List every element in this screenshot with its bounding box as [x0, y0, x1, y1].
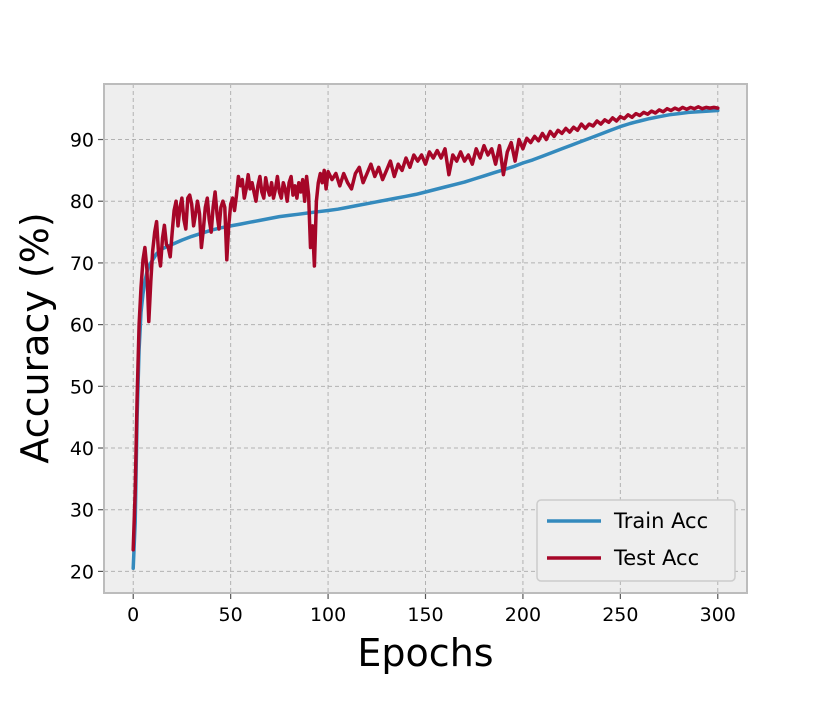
x-tick-label-0: 0: [127, 604, 139, 626]
axis-ticks: 0 50 100 150 200 250 300 20 30 40 50 60 70 80 90: [70, 130, 736, 626]
grid-lines: [104, 84, 747, 593]
legend-label-test-acc: Test Acc: [613, 546, 699, 570]
legend-label-train-acc: Train Acc: [613, 509, 708, 533]
y-tick-label-30: 30: [70, 500, 94, 522]
y-tick-label-60: 60: [70, 315, 94, 337]
x-tick-label-200: 200: [505, 604, 541, 626]
x-tick-label-50: 50: [219, 604, 243, 626]
x-tick-label-100: 100: [310, 604, 346, 626]
y-axis-title: Accuracy (%): [13, 212, 57, 463]
plot-frame: [103, 83, 748, 594]
y-tick-label-50: 50: [70, 376, 94, 398]
series-line-train-acc: [131, 108, 720, 571]
y-tick-label-70: 70: [70, 253, 94, 275]
y-tick-label-80: 80: [70, 191, 94, 213]
x-axis-title: Epochs: [357, 631, 493, 675]
y-tick-label-40: 40: [70, 438, 94, 460]
x-tick-label-250: 250: [602, 604, 638, 626]
x-tick-label-150: 150: [407, 604, 443, 626]
series-line-test-acc: [131, 105, 720, 552]
x-tick-label-300: 300: [700, 604, 736, 626]
y-tick-label-20: 20: [70, 561, 94, 583]
legend: Train Acc Test Acc: [536, 499, 736, 582]
series-lines: [131, 105, 720, 571]
y-tick-label-90: 90: [70, 130, 94, 152]
